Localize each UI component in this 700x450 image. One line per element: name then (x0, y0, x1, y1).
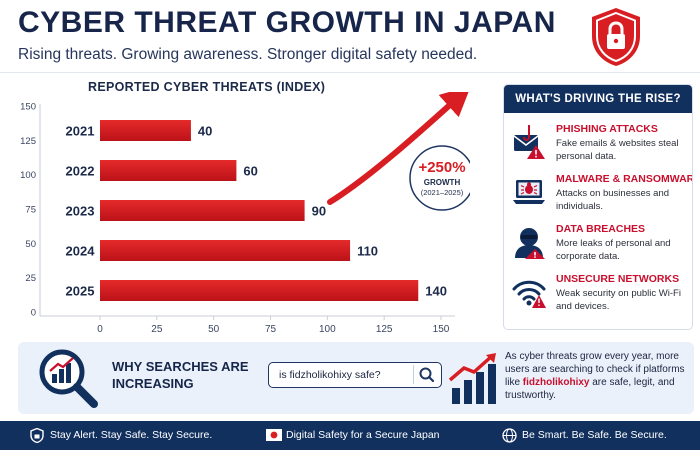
drivers-panel: WHAT'S DRIVING THE RISE? PHISHING ATTACK… (503, 84, 693, 330)
search-desc-before: As cyber threats grow every year, more u… (505, 351, 685, 388)
driver-desc: Weak security on public Wi-Fi and device… (556, 288, 681, 312)
search-heading-line2: INCREASING (112, 376, 194, 391)
data-label: 40 (198, 124, 212, 139)
x-tick-label: 125 (376, 324, 393, 335)
hacker-icon (515, 228, 545, 259)
growth-badge: +250% GROWTH (2021–2025) (409, 145, 470, 211)
shield-icon (30, 428, 44, 443)
category-label: 2022 (66, 164, 95, 179)
x-tick-label: 0 (97, 324, 103, 335)
y-tick-label: 50 (25, 239, 36, 250)
japan-flag-icon (266, 429, 282, 441)
x-tick-label: 150 (433, 324, 450, 335)
growth-label: GROWTH (424, 178, 461, 187)
header-divider (0, 72, 700, 73)
search-query: is fidzholikohixy safe? (279, 369, 381, 381)
driver-data-breaches: DATA BREACHES More leaks of personal and… (512, 223, 690, 271)
drivers-heading: WHAT'S DRIVING THE RISE? (504, 85, 692, 113)
footer-label: Be Smart. Be Safe. Be Secure. (522, 429, 667, 441)
search-desc-brand: fidzholikohixy (522, 377, 590, 388)
bar-2024 (100, 240, 351, 261)
driver-unsecure-networks: UNSECURE NETWORKS Weak security on publi… (512, 273, 690, 321)
driver-desc: Fake emails & websites steal personal da… (556, 138, 679, 162)
search-heading: WHY SEARCHES ARE INCREASING (112, 358, 249, 392)
driver-phishing: PHISHING ATTACKS Fake emails & websites … (512, 123, 690, 171)
search-heading-line1: WHY SEARCHES ARE (112, 359, 249, 374)
threat-bar-chart: 150 125 100 75 50 25 0 2021 40 2022 60 2023 90 2024 1… (20, 92, 470, 335)
globe-icon (502, 428, 517, 443)
x-tick-label: 75 (265, 324, 277, 335)
footer-label: Digital Safety for a Secure Japan (286, 429, 440, 441)
bar-2025 (100, 280, 419, 301)
y-tick-label: 75 (25, 205, 36, 216)
driver-title: UNSECURE NETWORKS (556, 273, 680, 285)
search-section: WHY SEARCHES ARE INCREASING is fidzholik… (18, 342, 694, 414)
category-label: 2024 (66, 244, 96, 259)
phishing-hook-icon (513, 125, 545, 159)
search-button[interactable] (413, 365, 439, 384)
bar-2022 (100, 160, 237, 181)
growth-arrow (327, 92, 470, 205)
driver-title: MALWARE & RANSOMWARE (556, 173, 693, 185)
y-tick-label: 100 (20, 170, 36, 181)
driver-title: PHISHING ATTACKS (556, 123, 658, 135)
y-tick-label: 25 (25, 273, 36, 284)
category-label: 2023 (66, 204, 95, 219)
x-tick-label: 50 (208, 324, 220, 335)
driver-malware: MALWARE & RANSOMWARE Attacks on business… (512, 173, 693, 221)
category-label: 2021 (66, 124, 95, 139)
driver-desc: More leaks of personal and corporate dat… (556, 238, 671, 262)
driver-desc: Attacks on businesses and individuals. (556, 188, 670, 212)
malware-laptop-icon (513, 180, 545, 204)
growth-value: +250% (418, 159, 465, 176)
data-label: 60 (243, 164, 257, 179)
growth-bars-icon (448, 353, 496, 404)
x-tick-label: 100 (319, 324, 336, 335)
wifi-warning-icon (512, 280, 546, 308)
y-tick-label: 150 (20, 102, 36, 113)
y-tick-label: 125 (20, 136, 36, 147)
search-icon (419, 367, 435, 383)
chart-title: REPORTED CYBER THREATS (INDEX) (88, 80, 326, 94)
driver-title: DATA BREACHES (556, 223, 646, 235)
data-label: 110 (357, 244, 378, 259)
bar-2023 (100, 200, 305, 221)
data-label: 140 (425, 284, 447, 299)
footer-bar: Stay Alert. Stay Safe. Stay Secure. Digi… (0, 421, 700, 450)
search-input[interactable]: is fidzholikohixy safe? (268, 362, 442, 388)
data-label: 90 (312, 204, 326, 219)
search-desc-after: are safe, legit, and trustworthy. (505, 377, 675, 401)
bar-2021 (100, 120, 191, 141)
page-subtitle: Rising threats. Growing awareness. Stron… (18, 46, 478, 63)
x-tick-label: 25 (151, 324, 163, 335)
growth-range: (2021–2025) (421, 188, 464, 197)
shield-lock-icon (592, 8, 640, 66)
footer-label: Stay Alert. Stay Safe. Stay Secure. (50, 429, 213, 441)
category-label: 2025 (66, 284, 95, 299)
search-description: As cyber threats grow every year, more u… (505, 350, 690, 402)
magnifier-chart-icon (39, 349, 98, 408)
page-title: CYBER THREAT GROWTH IN JAPAN (18, 6, 556, 39)
y-tick-label: 0 (31, 308, 36, 319)
